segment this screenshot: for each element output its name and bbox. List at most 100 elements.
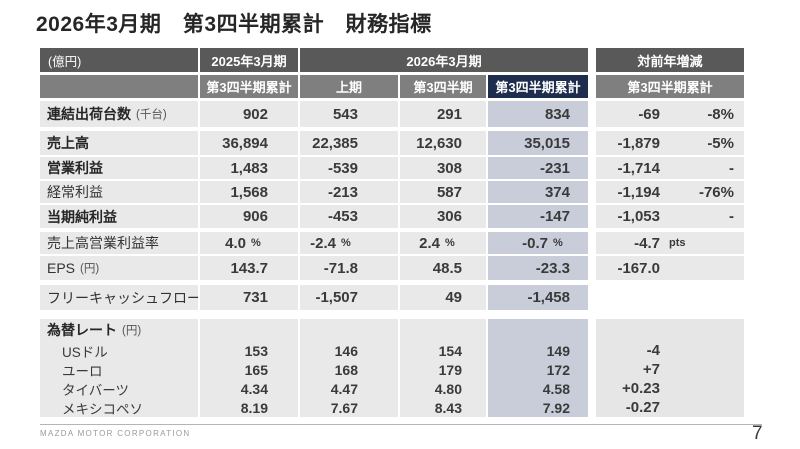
table-gap bbox=[588, 256, 596, 280]
percent-unit: % bbox=[445, 237, 455, 249]
cell-eur-q3: 179 bbox=[400, 360, 488, 379]
table-gap bbox=[588, 157, 596, 179]
cell-fx-header-fy2025 bbox=[200, 319, 300, 341]
cell-fx-header-q3 bbox=[400, 319, 488, 341]
table-row-revenue: 売上高 36,894 22,385 12,630 35,015 -1,879 -… bbox=[40, 131, 744, 157]
cell-fcf-h1: -1,507 bbox=[300, 285, 400, 310]
cell-eps-q3cum: -23.3 bbox=[488, 256, 588, 280]
cell-thb-q3cum: 4.58 bbox=[488, 379, 588, 398]
table-row-thb: タイバーツ 4.34 4.47 4.80 4.58 +0.23 bbox=[40, 379, 744, 398]
cell-shipments-h1: 543 bbox=[300, 101, 400, 127]
cell-fcf-q3cum: -1,458 bbox=[488, 285, 588, 310]
table-row-ordinary-profit: 経常利益 1,568 -213 587 374 -1,194 -76% bbox=[40, 181, 744, 205]
page-number: 7 bbox=[752, 423, 763, 444]
cell-ordinary-profit-h1: -213 bbox=[300, 181, 400, 203]
row-label-mxn: メキシコペソ bbox=[40, 398, 200, 417]
cell-shipments-yoy: -69 bbox=[596, 101, 666, 127]
table-gap bbox=[588, 360, 596, 379]
cell-operating-margin-q3cum: -0.7% bbox=[488, 232, 588, 254]
row-label-fx: 為替レート (円) bbox=[40, 319, 200, 341]
cell-eur-yoy: +7 bbox=[596, 360, 666, 379]
footer-divider bbox=[40, 424, 762, 425]
cell-ordinary-profit-yoy: -1,194 bbox=[596, 181, 666, 203]
cell-operating-profit-yoy-pct: - bbox=[666, 157, 744, 179]
cell-eps-h1: -71.8 bbox=[300, 256, 400, 280]
cell-net-income-yoy: -1,053 bbox=[596, 205, 666, 228]
cell-eur-yoy-blank bbox=[666, 360, 744, 379]
col-header-yoy: 対前年増減 bbox=[596, 48, 744, 72]
cell-mxn-yoy-blank bbox=[666, 398, 744, 417]
period-header-q3cum-yoy: 第3四半期累計 bbox=[596, 75, 744, 98]
cell-usd-fy2025: 153 bbox=[200, 341, 300, 360]
row-label-thb: タイバーツ bbox=[40, 379, 200, 398]
row-label-operating-profit: 営業利益 bbox=[40, 157, 200, 179]
cell-net-income-q3cum: -147 bbox=[488, 205, 588, 228]
row-label-shipments-unit: (千台) bbox=[136, 109, 167, 121]
row-label-usd: USドル bbox=[40, 341, 200, 360]
row-label-net-income: 当期純利益 bbox=[40, 205, 200, 228]
header-row-periods: 第3四半期累計 上期 第3四半期 第3四半期累計 第3四半期累計 bbox=[40, 75, 744, 101]
period-header-q3: 第3四半期 bbox=[400, 75, 488, 98]
cell-ordinary-profit-fy2025: 1,568 bbox=[200, 181, 300, 203]
cell-operating-margin-fy2025: 4.0% bbox=[200, 232, 300, 254]
table-gap bbox=[588, 48, 596, 72]
cell-thb-yoy-blank bbox=[666, 379, 744, 398]
row-label-eur: ユーロ bbox=[40, 360, 200, 379]
cell-mxn-yoy: -0.27 bbox=[596, 398, 666, 417]
cell-thb-q3: 4.80 bbox=[400, 379, 488, 398]
cell-operating-margin-yoy: -4.7 bbox=[596, 232, 666, 254]
table-row-usd: USドル 153 146 154 149 -4 bbox=[40, 341, 744, 360]
table-gap bbox=[588, 232, 596, 254]
cell-ordinary-profit-q3cum: 374 bbox=[488, 181, 588, 203]
row-label-ordinary-profit: 経常利益 bbox=[40, 181, 200, 203]
row-label-operating-margin: 売上高営業利益率 bbox=[40, 232, 200, 254]
cell-eps-yoy-blank bbox=[666, 256, 744, 280]
cell-eur-fy2025: 165 bbox=[200, 360, 300, 379]
cell-fcf-q3: 49 bbox=[400, 285, 488, 310]
cell-mxn-q3cum: 7.92 bbox=[488, 398, 588, 417]
cell-shipments-yoy-pct: -8% bbox=[666, 101, 744, 127]
cell-revenue-h1: 22,385 bbox=[300, 131, 400, 155]
cell-mxn-q3: 8.43 bbox=[400, 398, 488, 417]
cell-usd-h1: 146 bbox=[300, 341, 400, 360]
table-gap bbox=[588, 285, 596, 310]
cell-usd-q3: 154 bbox=[400, 341, 488, 360]
table-row-eur: ユーロ 165 168 179 172 +7 bbox=[40, 360, 744, 379]
financial-indicators-table: (億円) 2025年3月期 2026年3月期 対前年増減 第3四半期累計 上期 … bbox=[40, 48, 744, 417]
cell-operating-profit-q3: 308 bbox=[400, 157, 488, 179]
cell-fx-header-h1 bbox=[300, 319, 400, 341]
cell-revenue-yoy-pct: -5% bbox=[666, 131, 744, 155]
cell-eps-yoy: -167.0 bbox=[596, 256, 666, 280]
cell-thb-yoy: +0.23 bbox=[596, 379, 666, 398]
row-label-eps: EPS (円) bbox=[40, 256, 200, 280]
table-gap bbox=[588, 75, 596, 98]
table-row-operating-profit: 営業利益 1,483 -539 308 -231 -1,714 - bbox=[40, 157, 744, 181]
table-gap bbox=[588, 319, 596, 341]
col-header-fy2025: 2025年3月期 bbox=[200, 48, 300, 72]
cell-fcf-fy2025: 731 bbox=[200, 285, 300, 310]
percent-unit: % bbox=[553, 237, 563, 249]
cell-operating-profit-yoy: -1,714 bbox=[596, 157, 666, 179]
table-row-mxn: メキシコペソ 8.19 7.67 8.43 7.92 -0.27 bbox=[40, 398, 744, 417]
cell-net-income-q3: 306 bbox=[400, 205, 488, 228]
table-row-shipments: 連結出荷台数 (千台) 902 543 291 834 -69 -8% bbox=[40, 101, 744, 131]
cell-operating-margin-h1: -2.4% bbox=[300, 232, 400, 254]
cell-mxn-h1: 7.67 bbox=[300, 398, 400, 417]
company-name: MAZDA MOTOR CORPORATION bbox=[40, 429, 191, 438]
period-header-h1: 上期 bbox=[300, 75, 400, 98]
cell-net-income-h1: -453 bbox=[300, 205, 400, 228]
cell-operating-profit-q3cum: -231 bbox=[488, 157, 588, 179]
cell-usd-yoy-blank bbox=[666, 341, 744, 360]
cell-eur-q3cum: 172 bbox=[488, 360, 588, 379]
row-label-fcf: フリーキャッシュフロー bbox=[40, 285, 200, 310]
period-header-blank bbox=[40, 75, 200, 98]
table-gap bbox=[588, 101, 596, 127]
cell-operating-margin-yoy-unit: pts bbox=[666, 232, 744, 254]
row-label-revenue: 売上高 bbox=[40, 131, 200, 155]
cell-mxn-fy2025: 8.19 bbox=[200, 398, 300, 417]
table-row-eps: EPS (円) 143.7 -71.8 48.5 -23.3 -167.0 bbox=[40, 256, 744, 285]
cell-operating-profit-fy2025: 1,483 bbox=[200, 157, 300, 179]
table-row-fx-header: 為替レート (円) bbox=[40, 319, 744, 341]
row-label-eps-unit: (円) bbox=[80, 263, 100, 275]
cell-fx-header-yoy bbox=[596, 319, 744, 341]
